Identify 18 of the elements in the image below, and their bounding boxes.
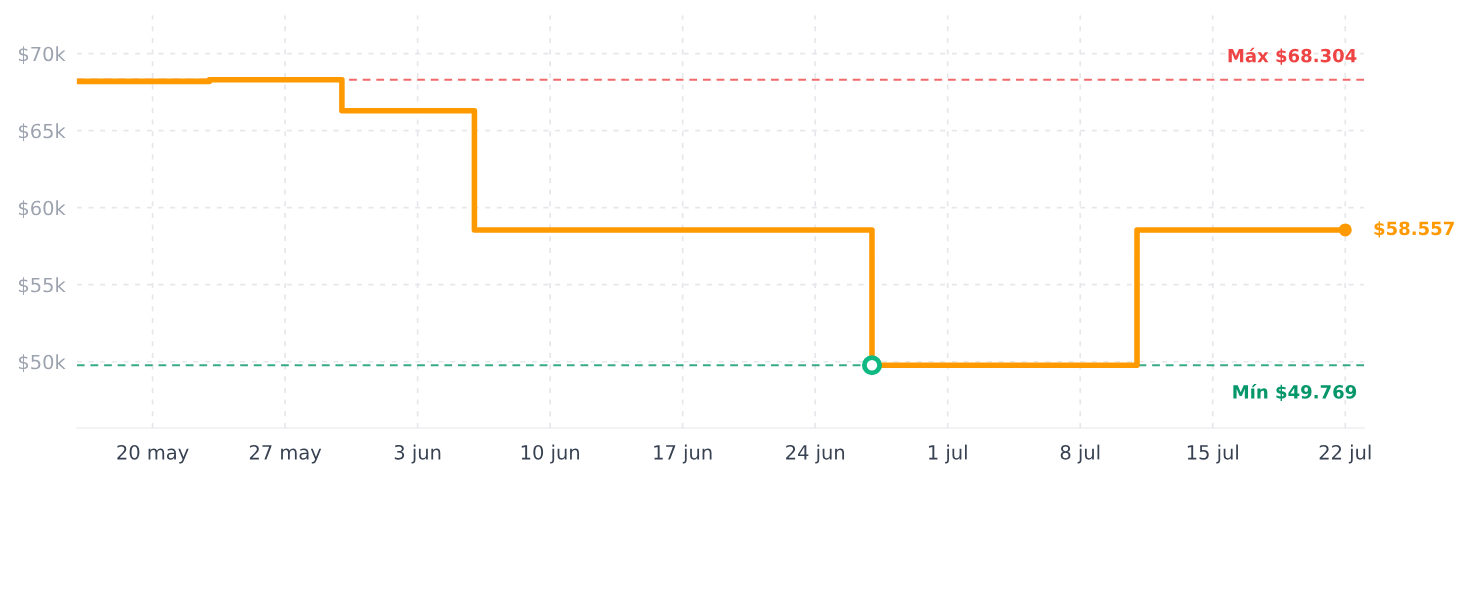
- annotation: $58.557: [1374, 221, 1454, 238]
- x-tick-label: 8 jul: [1060, 444, 1100, 464]
- x-tick-label: 17 jun: [654, 444, 712, 464]
- y-tick-label: $55k: [18, 277, 66, 295]
- ref-line-label: Mín $49.769: [1233, 383, 1357, 402]
- x-tick-label: 22 jul: [1319, 444, 1371, 464]
- y-tick-label: $60k: [18, 200, 66, 218]
- y-tick-label: $50k: [18, 354, 66, 372]
- ref-line-label: Máx $68.304: [1228, 47, 1357, 65]
- x-tick-label: 10 jun: [521, 444, 579, 464]
- x-tick-label: 3 jun: [394, 444, 441, 464]
- x-tick-label: 24 jun: [786, 444, 845, 464]
- x-tick-label: 20 may: [117, 444, 189, 464]
- x-tick-label: 27 may: [249, 444, 322, 464]
- x-tick-label: 1 jul: [929, 444, 967, 464]
- x-tick-label: 15 jul: [1187, 444, 1238, 464]
- y-tick-label: $65k: [18, 123, 66, 141]
- y-tick-label: $70k: [18, 46, 66, 64]
